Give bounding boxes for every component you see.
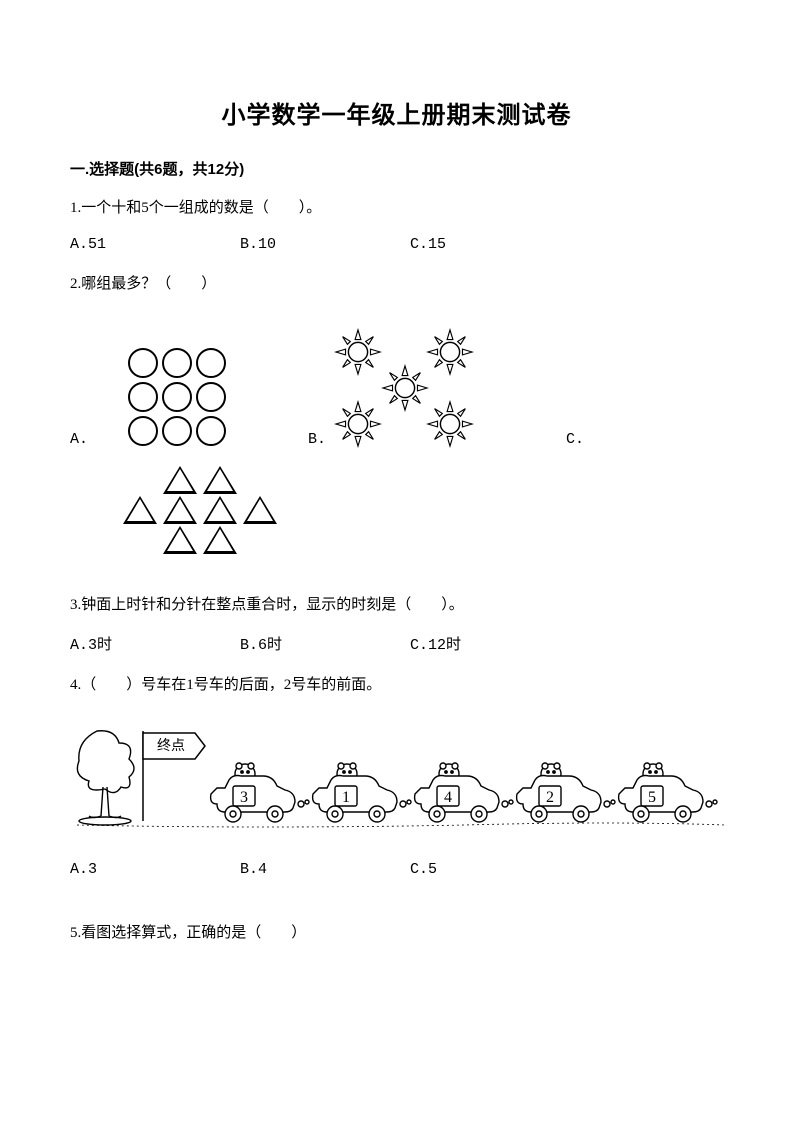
q4-cars-illustration: 终点 3	[65, 721, 723, 841]
car-icon: 1	[313, 763, 411, 822]
triangle-icon	[163, 466, 197, 494]
q1-option-b: B.10	[240, 236, 410, 253]
car-number: 4	[444, 789, 452, 806]
car-icon: 3	[211, 763, 309, 822]
q2-text: 2.哪组最多？（ ）	[70, 271, 723, 298]
triangle-icon	[243, 496, 277, 524]
section-header: 一.选择题(共6题，共12分)	[70, 158, 723, 179]
car-number: 5	[648, 789, 656, 806]
triangle-icon	[163, 526, 197, 554]
circle-icon	[162, 382, 192, 412]
triangle-icon	[203, 466, 237, 494]
q3-options: A.3时 B.6时 C.12时	[70, 633, 723, 654]
q2-circles-icon	[128, 348, 228, 448]
q3-text: 3.钟面上时针和分针在整点重合时，显示的时刻是（ ）。	[70, 592, 723, 619]
triangle-icon	[123, 496, 157, 524]
car-number: 3	[240, 789, 248, 806]
triangle-icon	[203, 496, 237, 524]
q5-text: 5.看图选择算式，正确的是（ ）	[70, 920, 723, 947]
car-number: 1	[342, 789, 350, 806]
car-icon: 2	[517, 763, 615, 822]
q2-suns-icon	[326, 328, 486, 448]
q3-option-c: C.12时	[410, 633, 580, 654]
q2-figures: A. B. C.	[70, 328, 723, 448]
sun-icon	[426, 400, 474, 448]
circle-icon	[128, 416, 158, 446]
circle-icon	[162, 348, 192, 378]
q2-triangles-icon	[110, 466, 290, 554]
circle-icon	[128, 382, 158, 412]
car-icon: 4	[415, 763, 513, 822]
sun-icon	[426, 328, 474, 376]
sun-icon	[381, 364, 429, 412]
q3-option-b: B.6时	[240, 633, 410, 654]
triangle-icon	[163, 496, 197, 524]
q4-option-a: A.3	[70, 861, 240, 878]
circle-icon	[128, 348, 158, 378]
page-title: 小学数学一年级上册期末测试卷	[70, 95, 723, 130]
circle-icon	[196, 382, 226, 412]
q2-label-b: B.	[308, 431, 326, 448]
q4-option-c: C.5	[410, 861, 580, 878]
circle-icon	[162, 416, 192, 446]
circle-icon	[196, 416, 226, 446]
q1-option-a: A.51	[70, 236, 240, 253]
triangle-icon	[203, 526, 237, 554]
sun-icon	[334, 328, 382, 376]
q2-label-c: C.	[566, 431, 584, 448]
q1-options: A.51 B.10 C.15	[70, 236, 723, 253]
car-number: 2	[546, 789, 554, 806]
q1-text: 1.一个十和5个一组成的数是（ ）。	[70, 195, 723, 222]
sun-icon	[334, 400, 382, 448]
q1-option-c: C.15	[410, 236, 580, 253]
q4-option-b: B.4	[240, 861, 410, 878]
car-icon: 5	[619, 763, 717, 822]
q3-option-a: A.3时	[70, 633, 240, 654]
q4-text: 4.（ ）号车在1号车的后面，2号车的前面。	[70, 672, 723, 699]
q4-options: A.3 B.4 C.5	[70, 861, 723, 878]
circle-icon	[196, 348, 226, 378]
tree-icon	[77, 731, 134, 825]
flag-label: 终点	[157, 738, 185, 754]
q2-label-a: A.	[70, 431, 88, 448]
